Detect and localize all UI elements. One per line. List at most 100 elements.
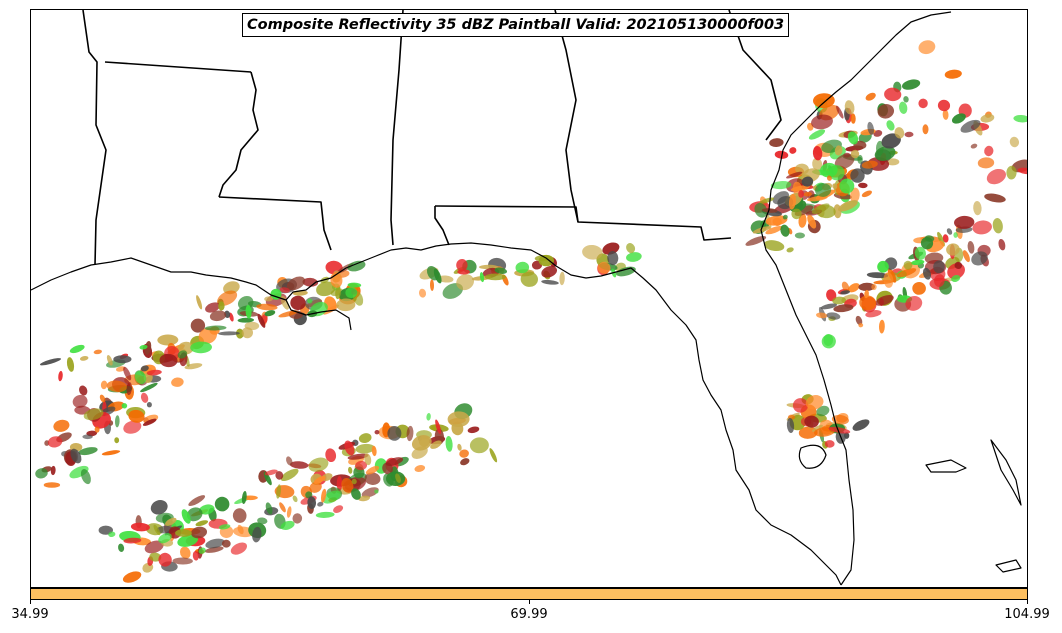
reflectivity-blob [418,288,427,298]
reflectivity-blob [317,501,324,507]
reflectivity-blob [355,443,375,454]
reflectivity-blob [345,287,358,299]
reflectivity-blob [456,259,468,272]
reflectivity-blob [852,419,870,431]
reflectivity-blob [335,285,341,300]
lake-okeechobee [798,444,827,469]
reflectivity-blob [998,239,1006,251]
reflectivity-blob [435,419,442,435]
reflectivity-blob [140,382,158,393]
reflectivity-blob [114,415,120,428]
reflectivity-blob [808,129,826,140]
border-ms-al [390,10,404,246]
reflectivity-blob [848,283,860,293]
reflectivity-blob [123,366,132,381]
reflectivity-blob [126,382,132,396]
reflectivity-blob [172,557,193,565]
reflectivity-blob [850,187,860,203]
reflectivity-blob [140,392,149,403]
colorbar [30,588,1028,600]
reflectivity-blob [122,571,142,583]
reflectivity-blob [142,418,157,426]
reflectivity-blob [1009,136,1020,148]
reflectivity-blob [364,472,381,485]
reflectivity-blob [971,251,988,266]
map-panel [30,9,1028,588]
reflectivity-blob [457,443,462,451]
reflectivity-blob [626,243,636,254]
reflectivity-blob [344,440,355,456]
reflectivity-blob [275,471,284,480]
reflectivity-blob [279,287,290,293]
reflectivity-blob [351,478,357,485]
reflectivity-blob [789,147,797,154]
reflectivity-blob [139,344,148,350]
reflectivity-blob [79,355,89,361]
reflectivity-blob [146,402,152,408]
reflectivity-blob [833,304,854,313]
reflectivity-blob [850,149,860,159]
border-fl-ga [434,205,732,241]
reflectivity-blob [430,440,442,449]
reflectivity-blob [831,414,849,425]
reflectivity-blob [199,504,215,515]
reflectivity-blob [286,506,292,518]
reflectivity-blob [515,261,530,274]
reflectivity-blob [437,275,454,283]
reflectivity-blob [905,295,923,311]
reflectivity-blob [144,540,164,554]
reflectivity-blob [100,380,108,390]
reflectivity-blob [1017,167,1027,175]
reflectivity-blob [205,538,225,549]
reflectivity-blob [171,377,184,387]
reflectivity-blob [763,240,785,252]
reflectivity-blob [150,500,168,515]
reflectivity-blob [218,301,225,311]
reflectivity-blob [840,290,851,295]
reflectivity-blob [786,418,795,433]
reflectivity-blob [834,145,843,156]
reflectivity-blob [861,160,878,169]
reflectivity-blob [534,254,551,262]
reflectivity-blob [946,243,960,256]
reflectivity-blob [153,524,161,536]
reflectivity-blob [489,448,498,463]
reflectivity-blob [980,114,995,123]
reflectivity-blob [875,294,894,306]
reflectivity-blob [229,312,234,322]
reflectivity-blob [140,365,149,372]
reflectivity-blob [128,409,145,423]
reflectivity-blob [859,295,877,311]
reflectivity-blob [434,428,445,445]
border-la-ms-south [218,196,332,251]
reflectivity-blob [877,260,889,273]
reflectivity-blob [179,546,191,559]
reflectivity-blob [186,507,203,522]
reflectivity-blob [190,318,206,333]
reflectivity-blob [144,340,152,355]
reflectivity-blob [871,283,877,291]
reflectivity-blob [953,232,958,238]
reflectivity-blob [803,191,812,197]
reflectivity-blob [1006,165,1017,180]
reflectivity-blob [911,259,925,266]
reflectivity-blob [944,69,962,79]
reflectivity-blob [937,99,951,112]
reflectivity-blob [114,437,120,444]
reflectivity-blob [881,133,901,149]
reflectivity-blob [198,547,206,554]
reflectivity-blob [865,92,876,101]
reflectivity-blob [972,220,992,235]
reflectivity-blob [826,312,841,320]
reflectivity-blob [765,225,783,235]
border-ar-la [82,10,107,266]
reflectivity-blob [190,526,208,539]
reflectivity-blob [158,533,172,544]
reflectivity-blob [954,261,963,270]
coast-gulf-west [31,257,352,331]
reflectivity-blob [826,289,837,302]
reflectivity-blob [257,517,268,525]
reflectivity-blob [745,235,767,246]
reflectivity-blob [406,425,414,442]
reflectivity-blob [264,469,278,476]
